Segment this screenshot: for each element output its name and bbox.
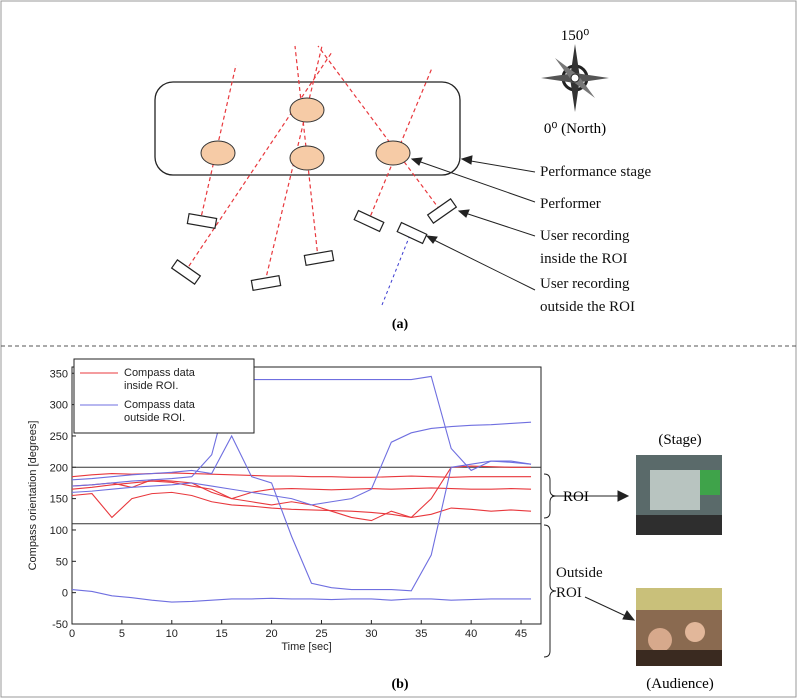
label: Performer [540,196,601,212]
series-line [71,491,532,519]
x-tick-label: 20 [265,628,277,640]
audience-caption: (Audience) [646,676,713,692]
y-tick-label: 0 [62,588,68,600]
series-line [71,588,532,603]
x-tick-label: 25 [315,628,327,640]
outside-label: Outside ROI [556,565,603,601]
outside-sight-line [381,234,411,306]
y-tick-label: 100 [50,525,68,537]
x-tick-label: 35 [415,628,427,640]
compass [541,44,609,112]
panel-label: (b) [391,677,408,692]
roi-label: ROI [563,489,589,505]
x-tick-label: 5 [119,628,125,640]
x-tick-label: 0 [69,628,75,640]
label: User recording outside the ROI [540,276,635,315]
compass-bottom: 0⁰ (North) [544,121,606,137]
users [170,198,458,292]
audience-photo [636,588,722,666]
y-tick-label: -50 [52,619,68,631]
stage-photo [636,455,722,535]
y-tick-label: 200 [50,462,68,474]
legend-label: Compass data inside ROI. [124,367,195,392]
y-tick-label: 250 [50,431,68,443]
series-line [71,434,532,592]
x-tick-label: 15 [216,628,228,640]
label: User recording inside the ROI [540,228,630,267]
braces [543,473,557,658]
stage [154,81,461,176]
series-line [71,375,532,487]
y-tick-label: 300 [50,400,68,412]
x-tick-label: 45 [515,628,527,640]
legend-box [73,358,255,434]
series-line [71,421,532,506]
x-tick-label: 30 [365,628,377,640]
stage-caption: (Stage) [658,432,701,448]
y-tick-label: 50 [56,556,68,568]
performers [200,97,411,171]
x-tick-label: 40 [465,628,477,640]
y-tick-label: 150 [50,494,68,506]
panel-label: (a) [392,317,409,332]
x-axis-label: Time [sec] [281,641,331,653]
label: Performance stage [540,164,652,180]
compass-top: 150⁰ [561,28,590,44]
y-tick-label: 350 [50,368,68,380]
legend-label: Compass data outside ROI. [124,399,195,424]
arrows [410,155,636,621]
x-tick-label: 10 [166,628,178,640]
y-axis-label: Compass orientation [degrees] [27,421,39,571]
